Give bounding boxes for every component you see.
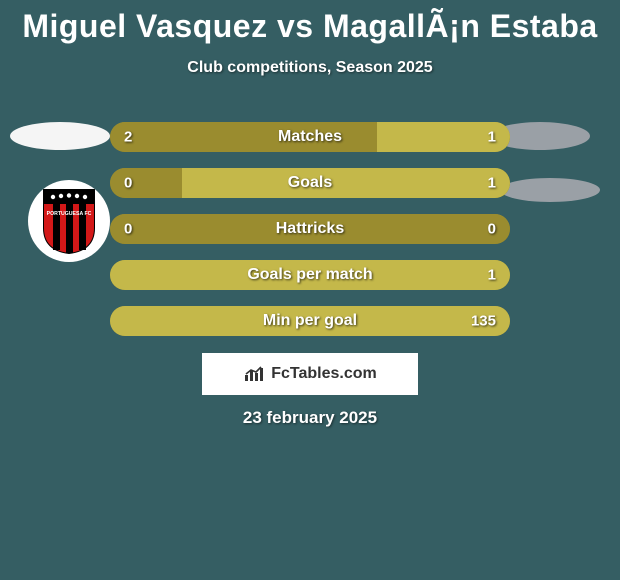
shield-icon: PORTUGUESA FC [40,188,98,254]
player-left-badge [10,122,110,150]
page-title: Miguel Vasquez vs MagallÃ¡n Estaba [0,0,620,45]
watermark-text: FcTables.com [271,365,377,383]
club-logo-left: PORTUGUESA FC [28,180,110,262]
bar-label: Hattricks [110,220,510,238]
bar-value-right: 1 [488,175,496,192]
bar-value-right: 1 [488,267,496,284]
date-line: 23 february 2025 [0,408,620,428]
bar-matches: 2 Matches 1 [110,122,510,152]
player-right-badge-2 [500,178,600,202]
bar-label: Goals per match [110,266,510,284]
bar-value-right: 1 [488,129,496,146]
comparison-infographic: Miguel Vasquez vs MagallÃ¡n Estaba Club … [0,0,620,580]
bar-min-per-goal: Min per goal 135 [110,306,510,336]
bar-goals: 0 Goals 1 [110,168,510,198]
bar-hattricks: 0 Hattricks 0 [110,214,510,244]
bar-label: Min per goal [110,312,510,330]
bar-label: Matches [110,128,510,146]
page-subtitle: Club competitions, Season 2025 [0,59,620,77]
bar-value-right: 0 [488,221,496,238]
chart-icon [243,365,265,383]
bar-goals-per-match: Goals per match 1 [110,260,510,290]
watermark: FcTables.com [202,353,418,395]
stat-bars: 2 Matches 1 0 Goals 1 0 Hattricks 0 Goal… [110,122,510,352]
svg-text:PORTUGUESA FC: PORTUGUESA FC [47,211,92,217]
bar-value-right: 135 [471,313,496,330]
bar-label: Goals [110,174,510,192]
